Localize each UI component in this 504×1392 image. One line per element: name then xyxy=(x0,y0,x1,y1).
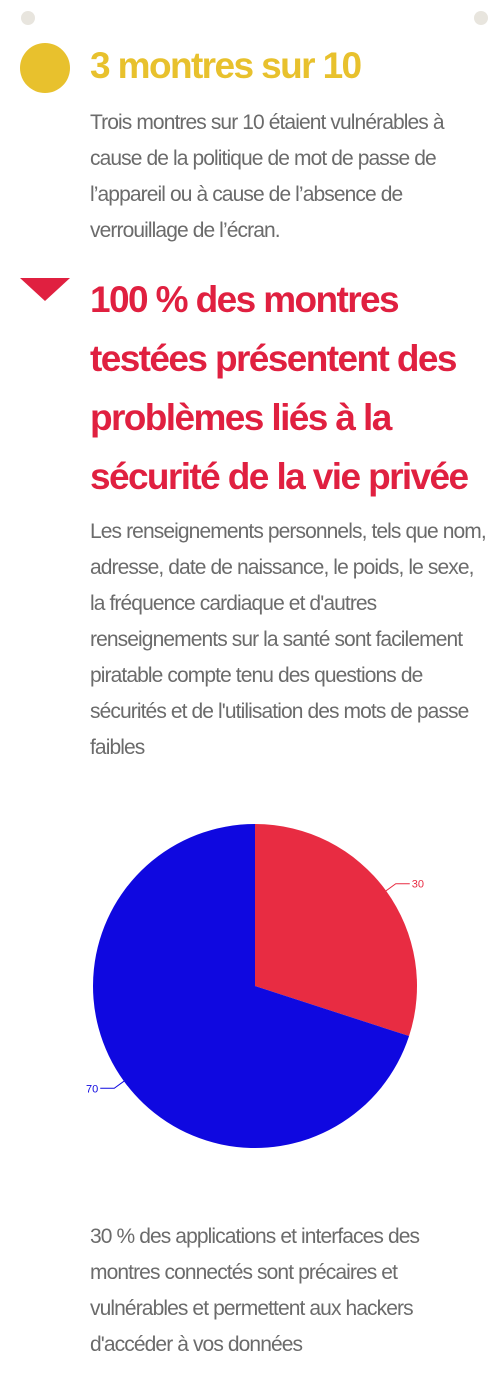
pie-slice-70 xyxy=(93,824,410,1148)
pie-label-70: 70 xyxy=(86,1083,98,1095)
pie-slice-30 xyxy=(255,824,418,1037)
pie-leader-line-70 xyxy=(100,1079,126,1089)
privacy-heading: 100 % des montres testées présentent des… xyxy=(90,279,469,497)
corner-dot-right-icon xyxy=(474,11,488,25)
red-triangle-icon xyxy=(20,278,70,301)
stat-heading: 3 montres sur 10 xyxy=(90,45,362,86)
pie-leader-line-30 xyxy=(384,883,410,893)
footer-description: 30 % des applications et interfaces des … xyxy=(90,1225,420,1356)
yellow-circle-icon xyxy=(20,43,70,93)
privacy-description: Les renseignements personnels, tels que … xyxy=(90,520,487,759)
corner-dot-left-icon xyxy=(21,11,35,25)
stat-description: Trois montres sur 10 étaient vulnérables… xyxy=(90,111,445,242)
pie-chart: 30 70 xyxy=(86,824,424,1148)
pie-label-30: 30 xyxy=(412,879,424,891)
